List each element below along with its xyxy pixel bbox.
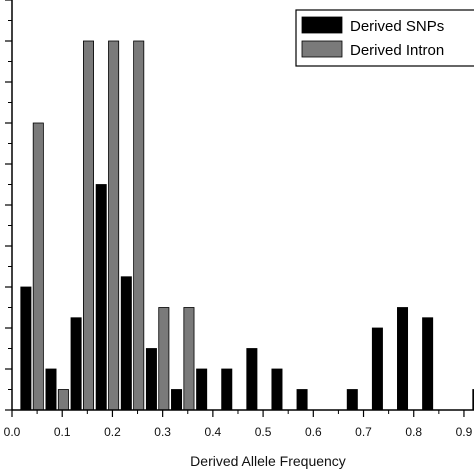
x-tick-label: 0.7 xyxy=(355,425,372,439)
bar-derived-snps-16 xyxy=(422,317,434,411)
bar-derived-snps-15 xyxy=(397,307,409,411)
bar-derived-snps-9 xyxy=(246,348,258,411)
x-tick-label: 0.9 xyxy=(456,425,473,439)
bar-derived-intron-1 xyxy=(57,389,69,411)
bar-derived-snps-13 xyxy=(346,389,358,411)
legend-swatch xyxy=(301,16,343,34)
bar-derived-snps-11 xyxy=(296,389,308,411)
bar-derived-snps-10 xyxy=(271,368,283,411)
bar-derived-snps-6 xyxy=(171,389,183,411)
bar-derived-snps-7 xyxy=(196,368,208,411)
x-tick-label: 0.0 xyxy=(4,425,21,439)
bar-derived-snps-2 xyxy=(70,317,82,411)
bar-derived-intron-6 xyxy=(183,307,195,411)
x-tick-label: 0.6 xyxy=(305,425,322,439)
bar-derived-snps-1 xyxy=(45,368,57,411)
x-tick-label: 0.3 xyxy=(154,425,171,439)
x-tick-label: 0.4 xyxy=(205,425,222,439)
x-tick-label: 0.1 xyxy=(54,425,71,439)
legend: Derived SNPs Derived Intron xyxy=(295,9,474,67)
bar-derived-snps-4 xyxy=(120,276,132,411)
legend-label: Derived SNPs xyxy=(350,18,444,35)
bar-derived-snps-18 xyxy=(472,389,474,411)
x-tick-label: 0.8 xyxy=(405,425,422,439)
x-tick-label: 0.5 xyxy=(255,425,272,439)
x-axis-title: Derived Allele Frequency xyxy=(190,453,346,469)
bar-derived-snps-5 xyxy=(145,348,157,411)
bar-derived-snps-8 xyxy=(221,368,233,411)
bar-derived-snps-14 xyxy=(371,327,383,411)
bar-derived-snps-0 xyxy=(20,286,32,411)
bar-derived-snps-3 xyxy=(95,184,107,411)
x-tick-label: 0.2 xyxy=(104,425,121,439)
y-axis xyxy=(5,0,13,411)
bar-derived-intron-4 xyxy=(133,40,145,411)
bar-derived-intron-2 xyxy=(83,40,95,411)
legend-swatch xyxy=(301,40,343,58)
legend-label: Derived Intron xyxy=(350,42,444,59)
x-axis: 0.0 0.1 0.2 0.3 0.4 0.5 0.6 0.7 0.8 0.9 xyxy=(4,409,474,439)
plot-area xyxy=(20,40,474,411)
bar-derived-intron-3 xyxy=(108,40,120,411)
bar-derived-intron-0 xyxy=(32,122,44,411)
bar-derived-intron-5 xyxy=(158,307,170,411)
